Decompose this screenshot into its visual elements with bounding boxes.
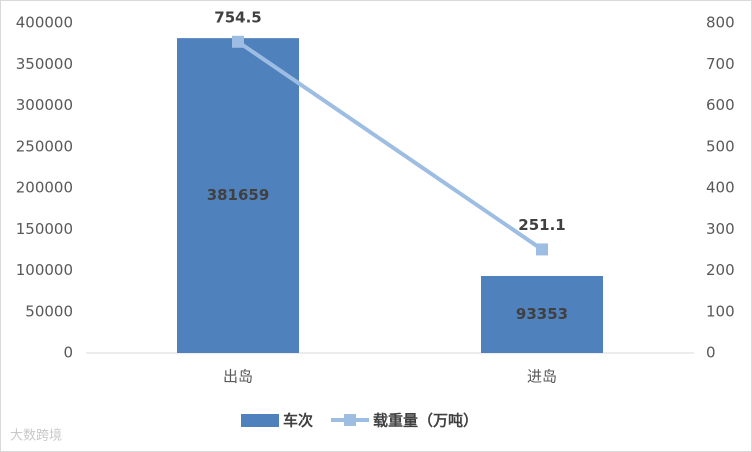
y-tick-label: 100000 bbox=[16, 261, 73, 279]
y-tick-label: 0 bbox=[63, 344, 73, 362]
y-tick-label: 50000 bbox=[25, 302, 73, 320]
legend-label: 载重量（万吨） bbox=[373, 412, 478, 430]
legend-swatch bbox=[241, 414, 279, 427]
x-tick-label: 出岛 bbox=[223, 368, 253, 386]
y2-tick-label: 800 bbox=[706, 14, 735, 32]
y2-tick-label: 400 bbox=[706, 179, 735, 197]
y-tick-label: 400000 bbox=[16, 14, 73, 32]
y2-tick-label: 300 bbox=[706, 220, 735, 238]
y2-tick-label: 200 bbox=[706, 261, 735, 279]
y2-tick-label: 100 bbox=[706, 302, 735, 320]
y2-tick-label: 500 bbox=[706, 137, 735, 155]
data-label: 381659 bbox=[207, 186, 270, 204]
watermark: 大数跨境 bbox=[10, 429, 62, 444]
data-label: 251.1 bbox=[518, 216, 565, 234]
bar bbox=[177, 38, 299, 354]
data-label: 754.5 bbox=[214, 8, 261, 26]
y-tick-label: 250000 bbox=[16, 137, 73, 155]
legend-label: 车次 bbox=[283, 412, 313, 430]
y-tick-label: 350000 bbox=[16, 55, 73, 73]
y2-tick-label: 600 bbox=[706, 96, 735, 114]
y-tick-label: 300000 bbox=[16, 96, 73, 114]
y-tick-label: 200000 bbox=[16, 179, 73, 197]
line-marker bbox=[536, 243, 548, 256]
y2-tick-label: 0 bbox=[706, 344, 716, 362]
bar bbox=[481, 275, 603, 353]
line-marker bbox=[232, 35, 244, 48]
data-label: 93353 bbox=[516, 305, 568, 323]
legend-swatch bbox=[344, 414, 356, 426]
line bbox=[236, 40, 544, 252]
y2-tick-label: 700 bbox=[706, 55, 735, 73]
x-tick-label: 进岛 bbox=[527, 368, 557, 386]
y-tick-label: 150000 bbox=[16, 220, 73, 238]
